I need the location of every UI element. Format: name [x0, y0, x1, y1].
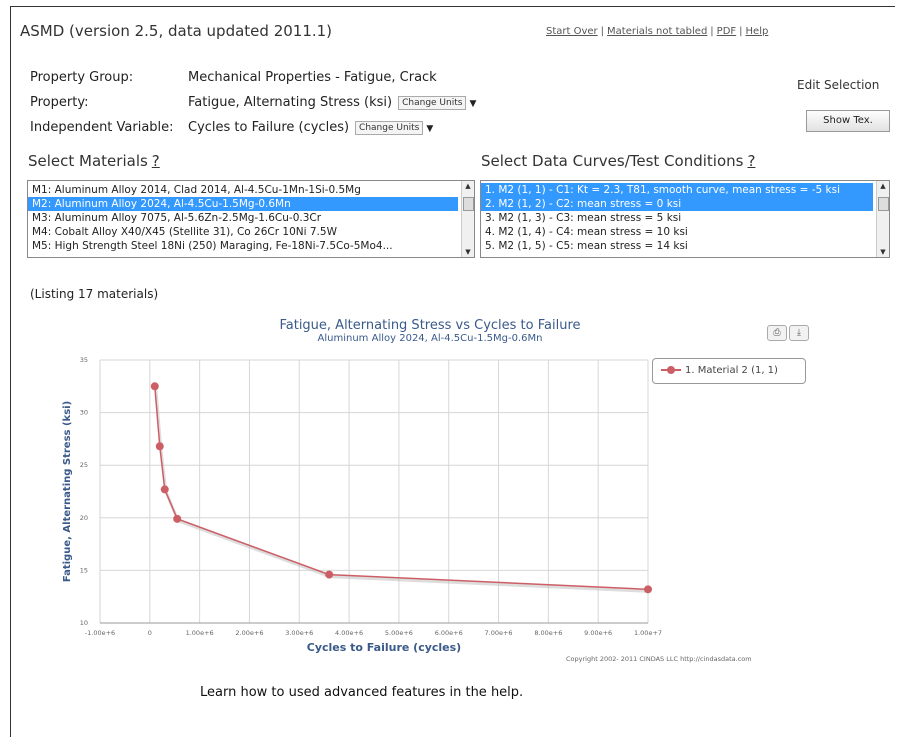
app-frame	[10, 6, 895, 737]
curves-listbox[interactable]: 1. M2 (1, 1) - C1: Kt = 2.3, T81, smooth…	[480, 180, 890, 258]
start-over-link[interactable]: Start Over	[546, 26, 598, 37]
copyright-text: Copyright 2002- 2011 CINDAS LLC http://c…	[566, 655, 752, 663]
property-group-label: Property Group:	[30, 70, 134, 85]
material-item-3[interactable]: M3: Aluminum Alloy 7075, Al-5.6Zn-2.5Mg-…	[32, 212, 322, 224]
curve-item-4[interactable]: 4. M2 (1, 4) - C4: mean stress = 10 ksi	[485, 226, 688, 238]
property-label: Property:	[30, 95, 89, 110]
select-materials-heading: Select Materials?	[28, 152, 160, 170]
select-curves-title: Select Data Curves/Test Conditions	[481, 152, 744, 170]
property-change-units-select[interactable]: Change Units	[398, 95, 467, 110]
scroll-thumb[interactable]	[878, 197, 889, 211]
curve-item-2[interactable]: 2. M2 (1, 2) - C2: mean stress = 0 ksi	[481, 197, 873, 211]
chart-toolbar: ⎙ ⤓	[765, 320, 809, 341]
scroll-up-icon[interactable]: ▲	[465, 182, 471, 190]
materials-listbox[interactable]: M1: Aluminum Alloy 2014, Clad 2014, Al-4…	[27, 180, 475, 258]
curve-item-1[interactable]: 1. M2 (1, 1) - C1: Kt = 2.3, T81, smooth…	[481, 183, 873, 197]
chart-subtitle: Aluminum Alloy 2024, Al-4.5Cu-1.5Mg-0.6M…	[317, 333, 543, 344]
legend-label: 1. Material 2 (1, 1)	[685, 365, 778, 376]
print-icon[interactable]: ⎙	[767, 325, 787, 341]
curve-item-5[interactable]: 5. M2 (1, 5) - C5: mean stress = 14 ksi	[485, 240, 688, 252]
edit-selection-link[interactable]: Edit Selection	[797, 78, 880, 92]
chart-title: Fatigue, Alternating Stress vs Cycles to…	[279, 318, 581, 333]
scroll-thumb[interactable]	[463, 197, 474, 211]
materials-scrollbar[interactable]: ▲ ▼	[461, 181, 474, 257]
property-value-wrap: Fatigue, Alternating Stress (ksi) Change …	[188, 95, 476, 110]
curves-help-link[interactable]: ?	[747, 152, 756, 170]
show-text-button[interactable]: Show Tex.	[806, 110, 890, 132]
curves-items: 1. M2 (1, 1) - C1: Kt = 2.3, T81, smooth…	[481, 181, 873, 253]
chart-legend[interactable]: 1. Material 2 (1, 1)	[652, 358, 806, 384]
select-materials-title: Select Materials	[28, 152, 148, 170]
material-item-4[interactable]: M4: Cobalt Alloy X40/X45 (Stellite 31), …	[32, 226, 337, 238]
indep-value-wrap: Cycles to Failure (cycles) Change Units ▼	[188, 120, 433, 135]
material-item-1[interactable]: M1: Aluminum Alloy 2014, Clad 2014, Al-4…	[32, 184, 361, 196]
scroll-down-icon[interactable]: ▼	[465, 248, 471, 256]
indep-row: Independent Variable: Cycles to Failure …	[0, 120, 700, 138]
listing-count: (Listing 17 materials)	[30, 287, 159, 301]
scroll-down-icon[interactable]: ▼	[880, 248, 886, 256]
material-item-5[interactable]: M5: High Strength Steel 18Ni (250) Marag…	[32, 240, 393, 252]
materials-not-tabled-link[interactable]: Materials not tabled	[607, 26, 708, 37]
curves-scrollbar[interactable]: ▲ ▼	[876, 181, 889, 257]
chevron-down-icon: ▼	[469, 99, 477, 109]
curve-item-3[interactable]: 3. M2 (1, 3) - C3: mean stress = 5 ksi	[485, 212, 682, 224]
indep-value: Cycles to Failure (cycles)	[188, 120, 350, 135]
legend-marker	[661, 366, 681, 374]
property-change-units-label: Change Units	[402, 97, 463, 108]
help-link[interactable]: Help	[745, 26, 769, 37]
indep-label: Independent Variable:	[30, 120, 174, 135]
materials-items: M1: Aluminum Alloy 2014, Clad 2014, Al-4…	[28, 181, 458, 253]
property-group-value: Mechanical Properties - Fatigue, Crack	[188, 70, 437, 85]
indep-change-units-label: Change Units	[359, 122, 420, 133]
property-value: Fatigue, Alternating Stress (ksi)	[188, 95, 393, 110]
top-links: Start Over | Materials not tabled | PDF | Help	[546, 26, 769, 37]
help-line[interactable]: Learn how to used advanced features in t…	[200, 685, 524, 700]
property-group-row: Property Group: Mechanical Properties - …	[0, 70, 700, 88]
scroll-up-icon[interactable]: ▲	[880, 182, 886, 190]
property-row: Property: Fatigue, Alternating Stress (k…	[0, 95, 700, 113]
download-icon[interactable]: ⤓	[789, 325, 809, 341]
select-curves-heading: Select Data Curves/Test Conditions?	[481, 152, 755, 170]
material-item-2[interactable]: M2: Aluminum Alloy 2024, Al-4.5Cu-1.5Mg-…	[28, 197, 458, 211]
app-title: ASMD (version 2.5, data updated 2011.1)	[20, 22, 333, 40]
chevron-down-icon: ▼	[426, 124, 434, 134]
pdf-link[interactable]: PDF	[716, 26, 737, 37]
indep-change-units-select[interactable]: Change Units	[355, 120, 424, 135]
materials-help-link[interactable]: ?	[151, 152, 160, 170]
